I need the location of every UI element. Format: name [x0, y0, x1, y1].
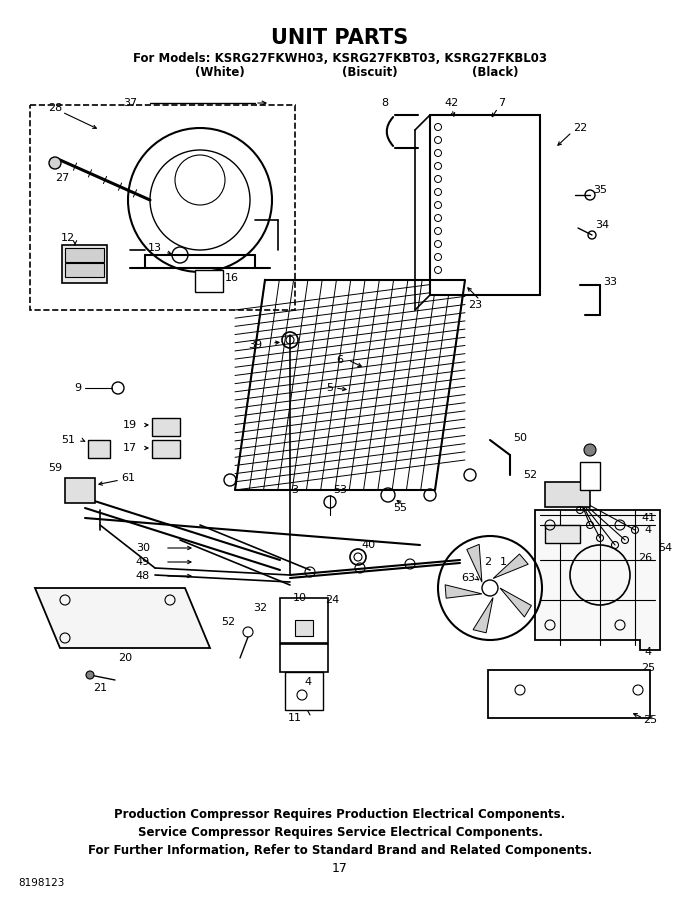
Text: 4: 4: [645, 647, 651, 657]
Text: 52: 52: [221, 617, 235, 627]
Text: 61: 61: [121, 473, 135, 483]
Text: 7: 7: [498, 98, 505, 108]
Text: 1: 1: [500, 557, 507, 567]
Text: 34: 34: [595, 220, 609, 230]
Text: Production Compressor Requires Production Electrical Components.: Production Compressor Requires Productio…: [114, 808, 566, 821]
Text: 30: 30: [136, 543, 150, 553]
Text: 16: 16: [225, 273, 239, 283]
Text: 41: 41: [641, 513, 655, 523]
Text: 21: 21: [93, 683, 107, 693]
Text: 55: 55: [393, 503, 407, 513]
Text: 25: 25: [641, 663, 655, 673]
Text: 48: 48: [136, 571, 150, 581]
Bar: [195, 270, 223, 292]
Text: 23: 23: [468, 300, 482, 310]
Text: 6: 6: [337, 355, 343, 365]
Text: 10: 10: [293, 593, 307, 603]
Text: 42: 42: [445, 98, 459, 108]
Circle shape: [86, 671, 94, 679]
Text: 4: 4: [305, 677, 311, 687]
Bar: [285, 672, 323, 710]
Text: 3: 3: [292, 485, 299, 495]
Text: (White): (White): [195, 66, 245, 79]
Text: For Models: KSRG27FKWH03, KSRG27FKBT03, KSRG27FKBL03: For Models: KSRG27FKWH03, KSRG27FKBT03, …: [133, 52, 547, 65]
Bar: [430, 115, 540, 295]
Text: 9: 9: [74, 383, 82, 393]
Polygon shape: [35, 588, 210, 648]
Text: 50: 50: [513, 433, 527, 443]
Text: 20: 20: [118, 653, 132, 663]
Polygon shape: [535, 510, 660, 650]
Text: UNIT PARTS: UNIT PARTS: [271, 28, 409, 48]
Text: 19: 19: [123, 420, 137, 430]
Bar: [65, 478, 95, 503]
Bar: [280, 598, 328, 643]
Text: 5: 5: [326, 383, 333, 393]
Text: 51: 51: [61, 435, 75, 445]
Text: 28: 28: [48, 103, 62, 113]
Bar: [62, 245, 107, 283]
Text: For Further Information, Refer to Standard Brand and Related Components.: For Further Information, Refer to Standa…: [88, 844, 592, 857]
Text: 11: 11: [288, 713, 302, 723]
Text: (Biscuit): (Biscuit): [342, 66, 398, 79]
Text: 8198123: 8198123: [18, 878, 65, 888]
Text: 63: 63: [461, 573, 475, 583]
Text: 25: 25: [643, 715, 657, 725]
Text: 59: 59: [48, 463, 62, 473]
Bar: [545, 525, 580, 543]
Text: 17: 17: [332, 862, 348, 875]
Polygon shape: [500, 588, 532, 617]
Polygon shape: [473, 598, 493, 633]
Text: 13: 13: [148, 243, 162, 253]
Circle shape: [49, 157, 61, 169]
Polygon shape: [493, 554, 528, 578]
Text: 12: 12: [61, 233, 75, 243]
Text: 26: 26: [638, 553, 652, 563]
Text: 39: 39: [248, 340, 262, 350]
Text: 24: 24: [325, 595, 339, 605]
Bar: [30, 105, 295, 310]
Bar: [152, 418, 180, 436]
Polygon shape: [466, 544, 482, 583]
Text: 35: 35: [593, 185, 607, 195]
Bar: [65, 263, 104, 277]
Text: 32: 32: [253, 603, 267, 613]
Text: (Black): (Black): [472, 66, 518, 79]
Text: 17: 17: [123, 443, 137, 453]
Bar: [88, 440, 110, 458]
Text: 49: 49: [136, 557, 150, 567]
Text: Service Compressor Requires Service Electrical Components.: Service Compressor Requires Service Elec…: [137, 826, 543, 839]
Text: 33: 33: [603, 277, 617, 287]
Polygon shape: [445, 584, 482, 598]
Text: 54: 54: [658, 543, 672, 553]
Bar: [280, 644, 328, 672]
Text: 27: 27: [55, 173, 69, 183]
Text: 4: 4: [645, 525, 651, 535]
Bar: [545, 482, 590, 507]
Text: 52: 52: [523, 470, 537, 480]
Text: 22: 22: [573, 123, 587, 133]
Circle shape: [584, 444, 596, 456]
Bar: [295, 620, 313, 636]
Text: 8: 8: [381, 98, 388, 108]
Text: 2: 2: [484, 557, 492, 567]
Bar: [152, 440, 180, 458]
Bar: [488, 670, 650, 718]
Text: 40: 40: [361, 540, 375, 550]
Bar: [65, 248, 104, 262]
Text: 53: 53: [333, 485, 347, 495]
Text: 37: 37: [123, 98, 137, 108]
Bar: [580, 462, 600, 490]
